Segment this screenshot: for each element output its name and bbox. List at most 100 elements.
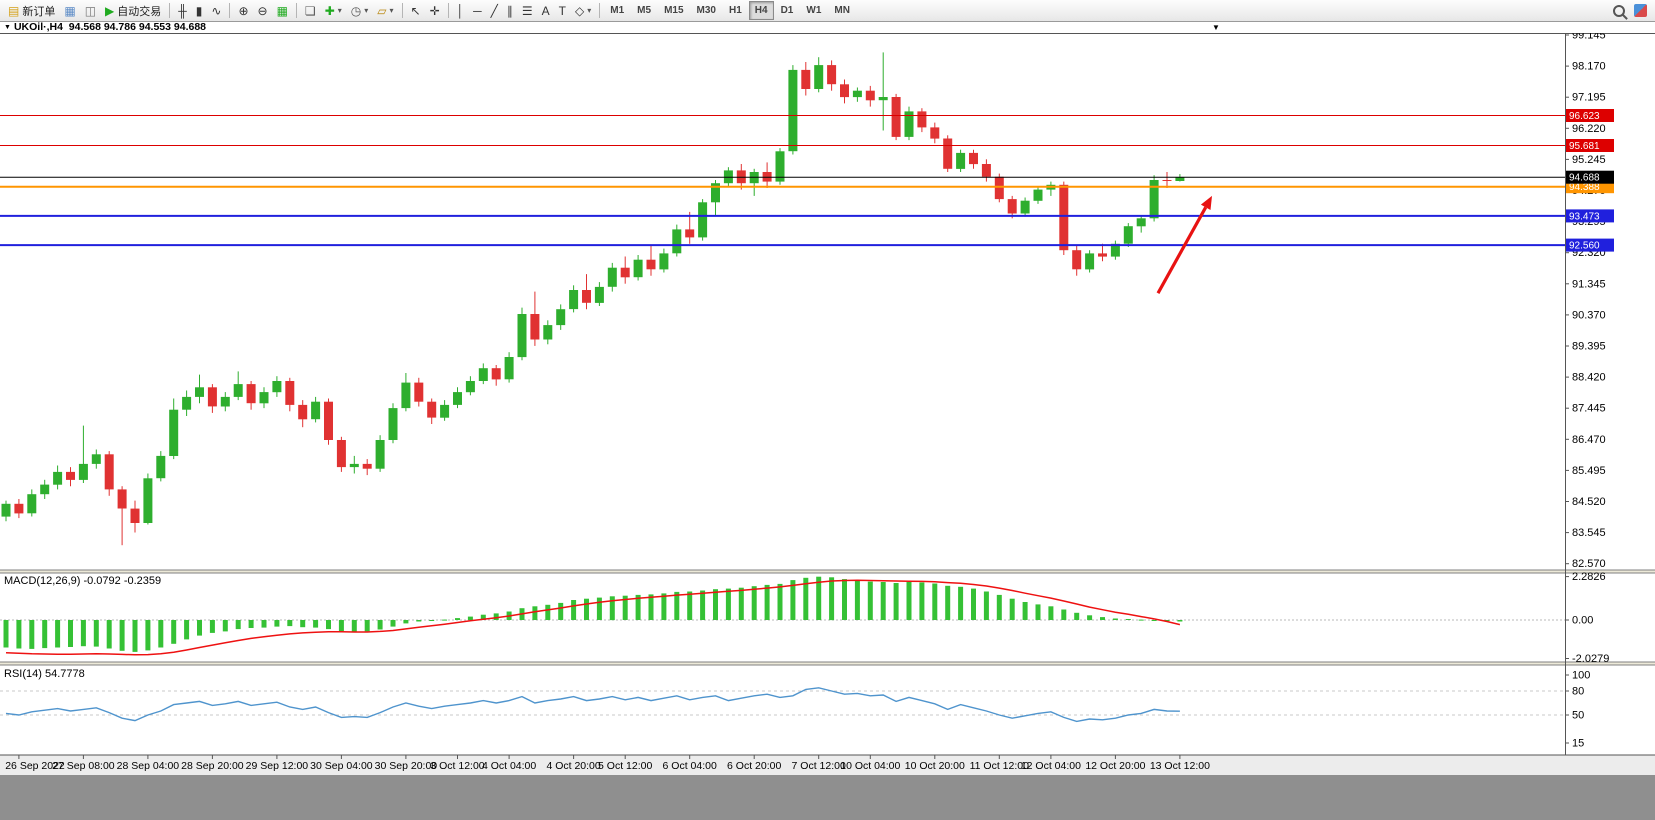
depth-of-market-button[interactable]: ◫ bbox=[81, 1, 100, 20]
crosshair-button[interactable]: ✛ bbox=[426, 1, 444, 20]
macd-bar bbox=[80, 620, 86, 647]
chart-ohlc: 94.568 94.786 94.553 94.688 bbox=[68, 21, 207, 33]
macd-bar bbox=[1035, 604, 1041, 620]
shapes-button[interactable]: ◇ ▾ bbox=[571, 1, 595, 20]
search-icon bbox=[1613, 4, 1625, 17]
macd-bar bbox=[571, 600, 577, 620]
shapes-icon: ◇ bbox=[575, 3, 585, 18]
macd-axis-label: -2.0279 bbox=[1572, 653, 1609, 665]
search-button[interactable] bbox=[1609, 1, 1629, 20]
macd-bar bbox=[68, 620, 73, 647]
autotrade-button[interactable]: ▶ 自动交易 bbox=[101, 1, 165, 20]
channel-button[interactable]: ∥ bbox=[503, 1, 517, 20]
candle-body bbox=[1149, 180, 1159, 219]
macd-bar bbox=[235, 620, 241, 630]
timeframe-h4-button[interactable]: H4 bbox=[748, 1, 774, 20]
timeframe-m30-button[interactable]: M30 bbox=[691, 1, 722, 20]
candle-body bbox=[711, 183, 720, 203]
price-line-tag[interactable]: 92.560 bbox=[1566, 238, 1614, 252]
candle-body bbox=[865, 90, 875, 101]
panel-splitter[interactable] bbox=[0, 662, 1655, 665]
zoom-in-button[interactable]: ⊕ bbox=[234, 1, 252, 20]
candle-body bbox=[582, 290, 591, 303]
time-axis-strip bbox=[0, 755, 1655, 775]
candle-body bbox=[981, 164, 991, 177]
candle-body bbox=[685, 229, 695, 238]
price-line-tag[interactable]: 94.688 bbox=[1566, 170, 1614, 184]
cursor-icon: ↖ bbox=[410, 3, 421, 18]
timeframe-m5-button[interactable]: M5 bbox=[631, 1, 657, 20]
macd-histogram bbox=[3, 576, 1183, 652]
price-lines[interactable] bbox=[0, 115, 1565, 247]
candle-body bbox=[324, 401, 333, 440]
tile-windows-button[interactable]: ❏ bbox=[301, 1, 320, 20]
candle-body bbox=[491, 368, 501, 380]
macd-bar bbox=[958, 586, 964, 621]
add-indicator-button[interactable]: ✚ ▾ bbox=[321, 1, 346, 20]
timeframe-w1-button[interactable]: W1 bbox=[800, 1, 827, 20]
text-button[interactable]: A bbox=[538, 1, 554, 20]
candle-body bbox=[465, 381, 475, 393]
macd-bar bbox=[222, 620, 228, 632]
timeframe-m1-button[interactable]: M1 bbox=[604, 1, 630, 20]
timeframe-d1-button[interactable]: D1 bbox=[775, 1, 800, 20]
macd-bar bbox=[158, 620, 164, 648]
macd-bar bbox=[390, 620, 396, 627]
new-order-button[interactable]: ▤ 新订单 bbox=[4, 1, 59, 20]
macd-bar bbox=[377, 620, 383, 630]
macd-bar bbox=[777, 583, 783, 620]
zoom-out-button[interactable]: ⊖ bbox=[254, 1, 272, 20]
candle-body bbox=[375, 440, 385, 469]
trendline-icon: ╱ bbox=[490, 3, 498, 18]
candle-body bbox=[620, 267, 630, 278]
price-line-tag[interactable]: 93.473 bbox=[1566, 209, 1614, 223]
chart-header: ▼ UKOil·,H4 94.568 94.786 94.553 94.688 ▼ bbox=[0, 22, 1655, 33]
time-axis-label: 13 Oct 12:00 bbox=[1150, 760, 1210, 772]
indicators-window-icon: ▦ bbox=[64, 3, 76, 18]
candle-body bbox=[904, 111, 914, 137]
timeframe-m15-button[interactable]: M15 bbox=[658, 1, 689, 20]
trendline-button[interactable]: ╱ bbox=[487, 1, 502, 20]
symbol-dropdown-icon[interactable]: ▼ bbox=[4, 24, 11, 31]
timeframe-h1-button[interactable]: H1 bbox=[723, 1, 748, 20]
price-line-tag[interactable]: 96.623 bbox=[1566, 109, 1614, 122]
panel-splitter[interactable] bbox=[0, 570, 1655, 573]
candle-body bbox=[969, 152, 978, 165]
price-line-tag[interactable]: 95.681 bbox=[1566, 139, 1614, 152]
community-button[interactable] bbox=[1630, 1, 1651, 20]
candle-body bbox=[1033, 189, 1043, 201]
chart-canvas[interactable]: 99.14598.17097.19596.22095.24594.27093.2… bbox=[0, 33, 1655, 775]
time-axis-label: 7 Oct 12:00 bbox=[792, 760, 846, 772]
candlestick-chart-icon: ▮ bbox=[195, 3, 203, 18]
macd-bar bbox=[1048, 606, 1054, 620]
templates-button[interactable]: ▱ ▾ bbox=[373, 1, 397, 20]
candle-body bbox=[117, 489, 127, 509]
horizontal-line-button[interactable]: ─ bbox=[469, 1, 486, 20]
periods-button[interactable]: ◷ ▾ bbox=[347, 1, 373, 20]
text-label-button[interactable]: T bbox=[555, 1, 570, 20]
indicators-window-button[interactable]: ▦ bbox=[60, 1, 79, 20]
time-axis-label: 4 Oct 20:00 bbox=[546, 760, 600, 772]
templates-icon: ▱ bbox=[377, 3, 387, 18]
fibonacci-button[interactable]: ☰ bbox=[518, 1, 537, 20]
svg-text:94.688: 94.688 bbox=[1569, 173, 1600, 184]
grid-button[interactable]: ▦ bbox=[273, 1, 292, 20]
line-chart-button[interactable]: ∿ bbox=[207, 1, 225, 20]
cursor-button[interactable]: ↖ bbox=[407, 1, 425, 20]
candlestick-chart-button[interactable]: ▮ bbox=[192, 1, 207, 20]
trend-arrow[interactable] bbox=[1156, 195, 1212, 294]
macd-bar bbox=[906, 582, 912, 620]
macd-bar bbox=[1138, 619, 1144, 621]
macd-bar bbox=[1009, 598, 1015, 620]
candle-body bbox=[504, 357, 514, 380]
macd-bar bbox=[313, 620, 319, 628]
vertical-line-button[interactable]: │ bbox=[453, 1, 469, 20]
macd-bar bbox=[880, 582, 886, 620]
macd-bar bbox=[854, 580, 860, 620]
macd-bar bbox=[119, 620, 125, 651]
timeframe-mn-button[interactable]: MN bbox=[828, 1, 856, 20]
chart-shift-marker[interactable]: ▼ bbox=[1212, 23, 1220, 32]
candle-body bbox=[272, 381, 282, 393]
bar-chart-button[interactable]: ╫ bbox=[174, 1, 191, 20]
